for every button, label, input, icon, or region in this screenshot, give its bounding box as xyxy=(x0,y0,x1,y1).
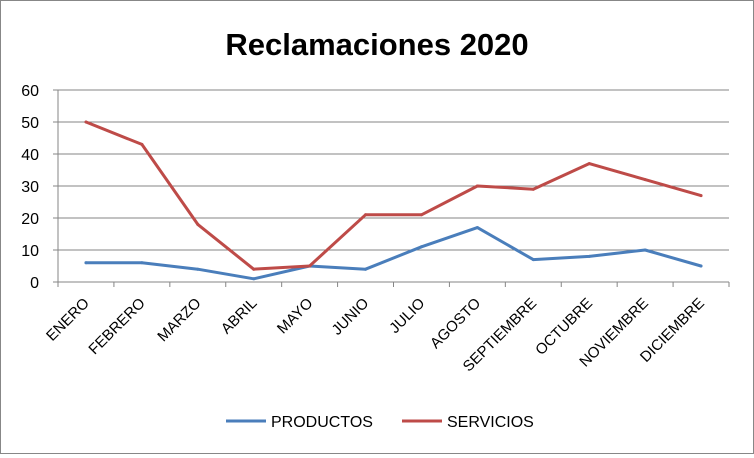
y-tick-label: 10 xyxy=(21,243,39,260)
y-tick-label: 30 xyxy=(21,179,39,196)
data-point xyxy=(196,222,200,226)
y-axis-ticks: 0 10 20 30 40 50 60 xyxy=(21,83,39,292)
axes xyxy=(53,89,730,287)
data-point xyxy=(587,254,591,258)
data-point xyxy=(419,213,423,217)
x-tick-label: JULIO xyxy=(386,295,428,337)
data-point xyxy=(699,194,703,198)
x-tick-label: ABRIL xyxy=(218,295,261,338)
legend-label: PRODUCTOS xyxy=(271,414,373,431)
data-point xyxy=(140,261,144,265)
x-tick-label: MARZO xyxy=(154,295,204,345)
x-tick-label: FEBRERO xyxy=(85,295,148,358)
data-point xyxy=(252,267,256,271)
y-tick-label: 20 xyxy=(21,211,39,228)
legend: PRODUCTOS SERVICIOS xyxy=(226,414,534,431)
x-tick-label: AGOSTO xyxy=(427,295,484,352)
x-tick-label: ENERO xyxy=(43,295,93,345)
y-tick-label: 50 xyxy=(21,115,39,132)
data-point xyxy=(308,264,312,268)
data-point xyxy=(419,245,423,249)
series-line-servicios xyxy=(84,120,703,271)
data-point xyxy=(475,184,479,188)
y-tick-label: 40 xyxy=(21,147,39,164)
x-tick-label: JUNIO xyxy=(329,295,373,339)
data-point xyxy=(252,277,256,281)
x-tick-label: MAYO xyxy=(274,295,316,337)
series-lines xyxy=(84,120,703,281)
y-tick-label: 0 xyxy=(30,275,39,292)
data-point xyxy=(196,267,200,271)
data-point xyxy=(84,261,88,265)
data-point xyxy=(643,178,647,182)
data-point xyxy=(699,264,703,268)
data-point xyxy=(364,267,368,271)
y-tick-label: 60 xyxy=(21,83,39,100)
data-point xyxy=(531,258,535,262)
data-point xyxy=(364,213,368,217)
data-point xyxy=(531,187,535,191)
data-point xyxy=(475,226,479,230)
data-point xyxy=(140,142,144,146)
chart-title: Reclamaciones 2020 xyxy=(225,27,528,62)
data-point xyxy=(643,248,647,252)
data-point xyxy=(84,120,88,124)
data-point xyxy=(587,162,591,166)
legend-label: SERVICIOS xyxy=(447,414,534,431)
series-line-productos xyxy=(84,226,703,281)
